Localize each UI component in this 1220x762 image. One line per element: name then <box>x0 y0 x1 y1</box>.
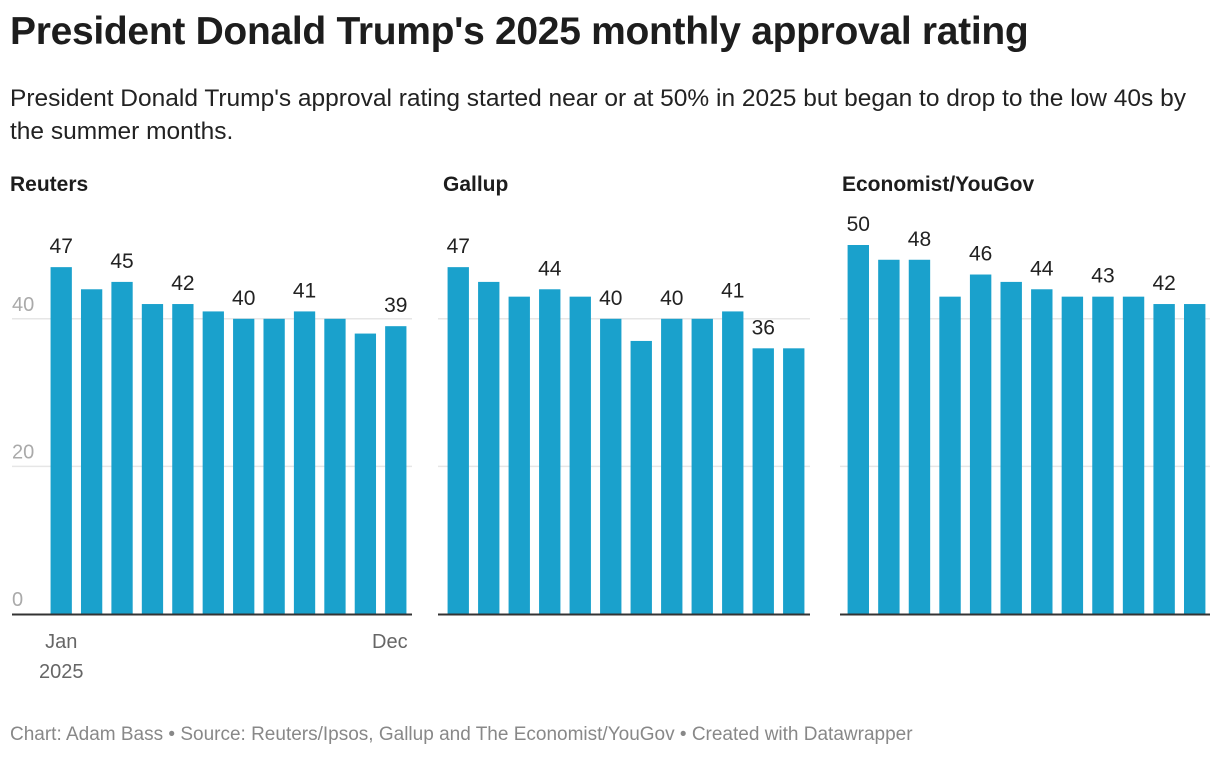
bar-jan <box>50 267 72 614</box>
panel-title: Reuters <box>10 173 88 196</box>
data-label: 42 <box>1152 272 1175 295</box>
bar-mar <box>111 281 133 614</box>
bar-may <box>969 274 992 614</box>
bar-jun <box>1000 281 1022 614</box>
bar-apr <box>141 304 164 614</box>
bar-dec <box>1184 304 1206 614</box>
bar-jun <box>202 311 224 614</box>
bar-nov <box>354 333 377 614</box>
bar-dec <box>385 326 407 614</box>
panel-title: Gallup <box>443 173 508 196</box>
bar-oct <box>324 318 346 614</box>
bar-jan <box>847 245 869 614</box>
data-label: 44 <box>1030 257 1054 280</box>
data-label: 45 <box>110 250 133 273</box>
y-tick-label: 0 <box>12 589 23 611</box>
bar-nov <box>752 348 774 614</box>
data-label: 50 <box>847 213 870 236</box>
bar-sep <box>293 311 316 614</box>
data-label: 46 <box>969 243 992 266</box>
data-label: 48 <box>908 228 931 251</box>
y-tick-label: 20 <box>12 441 34 463</box>
data-label: 40 <box>660 287 683 310</box>
bar-oct <box>722 311 744 614</box>
data-label: 36 <box>752 316 775 339</box>
chart-subtitle: President Donald Trump's approval rating… <box>10 85 1186 145</box>
x-tick-label: Dec <box>372 631 408 653</box>
bar-sep <box>1092 296 1114 614</box>
data-label: 41 <box>721 279 744 302</box>
data-label: 47 <box>447 235 470 258</box>
bar-jul <box>1031 289 1053 614</box>
bar-oct <box>1122 296 1145 614</box>
data-label: 47 <box>50 235 73 258</box>
bar-jul <box>233 318 255 614</box>
bar-may <box>569 296 591 614</box>
data-label: 44 <box>538 257 562 280</box>
bar-jan <box>447 267 469 614</box>
bar-apr <box>939 296 961 614</box>
data-label: 40 <box>232 287 255 310</box>
panel-title: Economist/YouGov <box>842 173 1034 196</box>
y-tick-label: 40 <box>12 294 34 316</box>
x-tick-label-year: 2025 <box>39 661 84 683</box>
data-label: 43 <box>1091 265 1114 288</box>
bar-dec <box>783 348 805 614</box>
data-label: 42 <box>171 272 194 295</box>
bar-feb <box>478 281 500 614</box>
bar-aug <box>1061 296 1084 614</box>
bar-feb <box>878 259 900 614</box>
bar-may <box>172 304 194 614</box>
x-tick-label: Jan <box>45 631 77 653</box>
bar-mar <box>508 296 530 614</box>
bar-feb <box>80 289 103 614</box>
data-label: 40 <box>599 287 622 310</box>
bar-aug <box>263 318 285 614</box>
chart-title: President Donald Trump's 2025 monthly ap… <box>10 10 1029 53</box>
bar-nov <box>1153 304 1175 614</box>
bar-jun <box>600 318 622 614</box>
data-label: 39 <box>384 294 407 317</box>
chart-footer: Chart: Adam Bass • Source: Reuters/Ipsos… <box>10 724 913 745</box>
data-label: 41 <box>293 279 316 302</box>
bar-apr <box>539 289 561 614</box>
bar-aug <box>661 318 683 614</box>
bar-jul <box>630 340 652 614</box>
bar-mar <box>908 259 931 614</box>
bar-sep <box>691 318 713 614</box>
